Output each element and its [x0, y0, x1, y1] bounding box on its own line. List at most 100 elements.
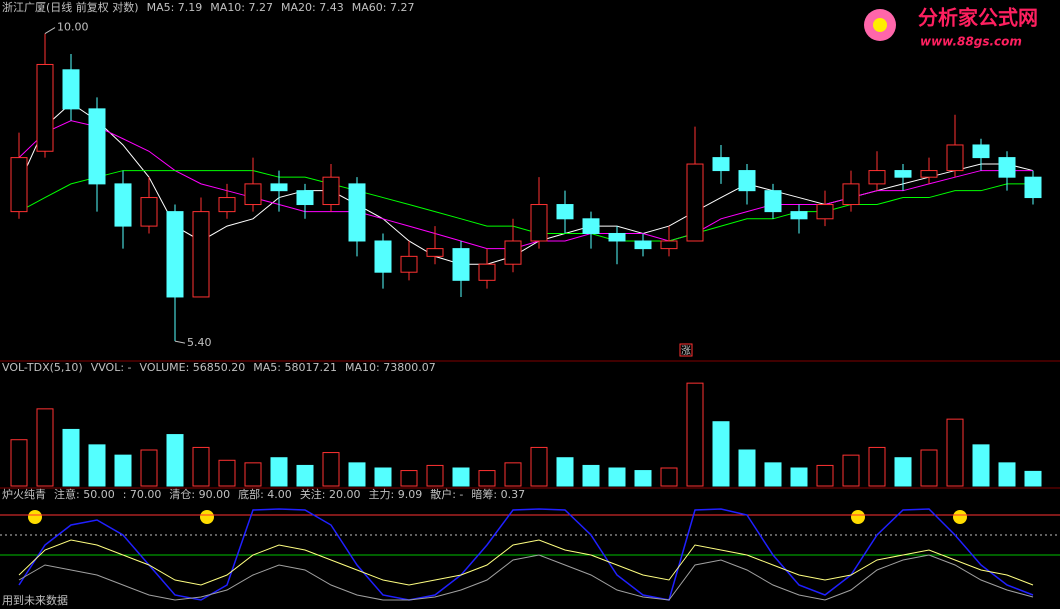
- annotation-leader: [44, 27, 56, 35]
- candle-body: [946, 144, 964, 172]
- candle-body: [504, 240, 522, 265]
- candle-body: [556, 204, 574, 220]
- volume-bar: [36, 408, 54, 487]
- candle-body: [88, 108, 106, 185]
- volume-bar: [790, 467, 808, 487]
- candle-body: [712, 157, 730, 172]
- line-series: [18, 120, 1033, 250]
- line-series: [18, 554, 1034, 601]
- candle-body: [972, 144, 990, 159]
- volume-bar: [582, 464, 600, 487]
- volume-bar: [764, 462, 782, 487]
- volume-bar: [972, 444, 990, 487]
- volume-bar: [816, 464, 834, 487]
- smiley: [953, 510, 967, 524]
- legend-entry: VVOL: -: [91, 361, 132, 374]
- logo-center: [873, 18, 887, 32]
- volume-bar: [868, 446, 886, 487]
- candle-body: [400, 255, 418, 273]
- line-series: [18, 539, 1034, 586]
- volume-bar: [660, 467, 678, 487]
- price-annotation: 10.00: [57, 21, 89, 34]
- volume-bar: [686, 382, 704, 487]
- candle-body: [36, 63, 54, 152]
- volume-bar: [322, 452, 340, 487]
- smiley: [28, 510, 42, 524]
- volume-bar: [114, 454, 132, 487]
- line-series: [18, 170, 1033, 242]
- candle-body: [10, 157, 28, 213]
- candle-body: [374, 240, 392, 273]
- candle-body: [530, 204, 548, 242]
- volume-bar: [608, 467, 626, 487]
- candle-body: [348, 183, 366, 242]
- candle-body: [244, 183, 262, 206]
- volume-bar: [374, 467, 392, 487]
- legend-entry: 注意: 50.00: [54, 487, 115, 501]
- volume-bar: [712, 421, 730, 487]
- price-annotation: 5.40: [187, 336, 212, 349]
- volume-bar: [530, 446, 548, 487]
- volume-bar: [62, 428, 80, 487]
- volume-bar: [244, 462, 262, 487]
- candle-body: [426, 248, 444, 257]
- candle-body: [816, 204, 834, 220]
- candle-body: [218, 197, 236, 213]
- volume-bar: [894, 457, 912, 487]
- candle-body: [894, 170, 912, 178]
- volume-bar: [218, 459, 236, 487]
- candle-body: [1024, 176, 1042, 199]
- volume-bar: [504, 462, 522, 487]
- legend-entry: 关注: 20.00: [300, 487, 361, 501]
- volume-bar: [140, 449, 158, 487]
- volume-bar: [166, 434, 184, 487]
- logo-url: www.88gs.com: [920, 35, 1022, 49]
- candle-body: [270, 183, 288, 192]
- candle-body: [322, 176, 340, 206]
- volume-bar: [400, 470, 418, 487]
- legend-entry: 清仓: 90.00: [169, 487, 230, 501]
- candle-body: [296, 190, 314, 206]
- volume-bar: [738, 449, 756, 487]
- legend-entry: MA60: 7.27: [352, 1, 415, 14]
- legend-entry: MA10: 7.27: [210, 1, 273, 14]
- volume-bar: [634, 470, 652, 487]
- candle-body: [452, 248, 470, 281]
- candle-body: [192, 211, 210, 298]
- candle-body: [608, 232, 626, 242]
- volume-bar: [426, 464, 444, 487]
- candle-body: [114, 183, 132, 227]
- candle-body: [738, 170, 756, 192]
- candle-body: [62, 69, 80, 110]
- legend-entry: MA5: 7.19: [147, 1, 203, 14]
- logo: 分析家公式网 www.88gs.com: [864, 6, 1038, 49]
- smiley: [851, 510, 865, 524]
- legend-entry: 主力: 9.09: [369, 488, 423, 501]
- legend-entry: 底部: 4.00: [238, 487, 292, 501]
- legend-entry: 暗筹: 0.37: [471, 487, 525, 501]
- legend-entry: VOLUME: 56850.20: [140, 361, 246, 374]
- candle-body: [634, 240, 652, 250]
- smiley: [200, 510, 214, 524]
- volume-bar: [842, 454, 860, 487]
- candle-body: [998, 157, 1016, 178]
- panel-title: 炉火纯青: [2, 488, 46, 501]
- candle-body: [686, 163, 704, 242]
- footnote: 用到未来数据: [2, 593, 68, 607]
- panel-title: VOL-TDX(5,10): [2, 361, 83, 374]
- candle-body: [166, 211, 184, 298]
- volume-bar: [10, 439, 28, 487]
- signal-icons: [28, 510, 967, 524]
- badge-box: [679, 343, 693, 357]
- legend-entry: MA5: 58017.21: [253, 361, 337, 374]
- candle-body: [764, 190, 782, 213]
- candle-body: [478, 263, 496, 281]
- volume-bar: [478, 470, 496, 487]
- volume-bar: [920, 449, 938, 487]
- volume-bar: [998, 462, 1016, 487]
- volume-bar: [192, 446, 210, 487]
- candle-body: [790, 211, 808, 220]
- panel-title: 浙江广厦(日线 前复权 对数): [2, 0, 139, 14]
